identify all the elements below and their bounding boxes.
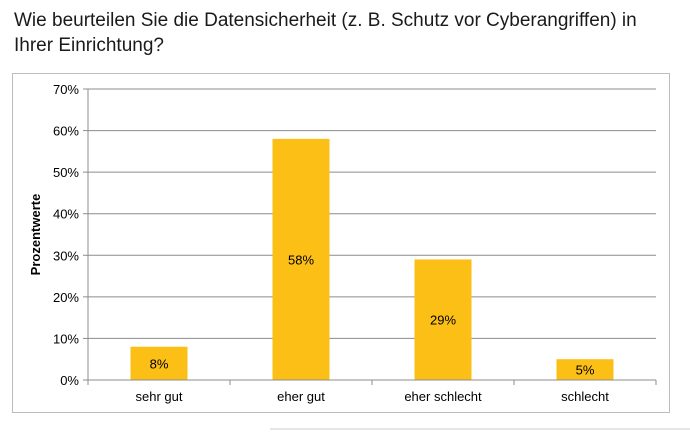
y-tick-label: 0%: [60, 373, 79, 388]
divider: [270, 428, 690, 430]
data-label: 58%: [288, 252, 314, 267]
bar-eher-gut: [272, 138, 330, 380]
axes: [83, 88, 657, 385]
y-tick-label: 70%: [53, 82, 79, 97]
y-tick-label: 20%: [53, 290, 79, 305]
y-tick-label: 30%: [53, 248, 79, 263]
y-tick-label: 40%: [53, 207, 79, 222]
bars: [130, 138, 614, 380]
data-label: 29%: [430, 313, 456, 328]
chart-frame: [12, 73, 670, 413]
y-tick-label: 10%: [53, 331, 79, 346]
bar-eher-schlecht: [414, 259, 472, 380]
y-tick-label: 60%: [53, 124, 79, 139]
bar-sehr-gut: [130, 346, 188, 380]
x-category-label: eher gut: [277, 389, 325, 404]
bar-schlecht: [556, 359, 614, 380]
gridlines: [88, 88, 656, 339]
x-category-label: schlecht: [561, 389, 609, 404]
x-category-label: eher schlecht: [404, 389, 482, 404]
data-label: 5%: [576, 363, 595, 378]
y-tick-label: 50%: [53, 165, 79, 180]
labels: 0% 10% 20% 30% 40% 50% 60% 70% sehr gut 8% eher gu…: [53, 82, 609, 404]
data-label: 8%: [150, 356, 169, 371]
question-title: Wie beurteilen Sie die Datensicherheit (…: [14, 10, 637, 56]
x-category-label: sehr gut: [136, 389, 183, 404]
y-axis-title: Prozentwerte: [28, 194, 43, 276]
